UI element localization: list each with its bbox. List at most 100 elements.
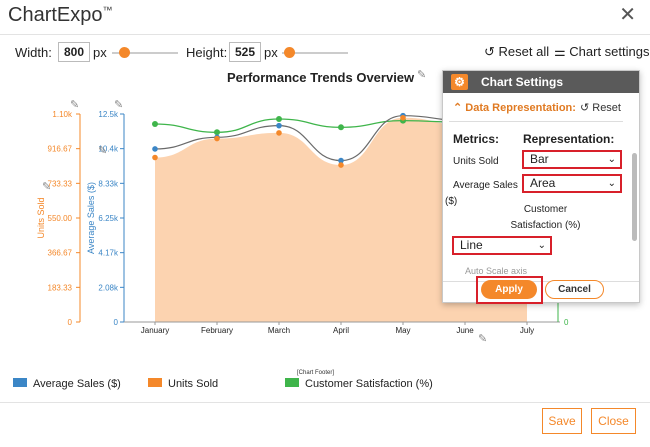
width-input[interactable]: 800: [58, 42, 90, 62]
sliders-icon: ⚌: [554, 44, 566, 59]
width-label: Width:: [15, 45, 52, 60]
chevron-down-icon: ⌄: [537, 240, 546, 251]
sales-axis-pencil-icon[interactable]: ✎: [114, 99, 124, 111]
height-slider-thumb[interactable]: [284, 47, 295, 58]
sales-label-pencil-icon[interactable]: ✎: [98, 145, 108, 157]
close-button[interactable]: Close: [591, 408, 636, 434]
x-axis-tick-label: July: [520, 326, 534, 335]
satisfaction-axis-tick-label: 0: [564, 318, 569, 327]
toolbar: Width: 800 px Height: 525 px ↺ Reset all…: [0, 42, 650, 64]
sales-axis-tick-label: 2.08k: [98, 283, 119, 292]
reset-all-button[interactable]: ↺ Reset all: [484, 44, 549, 60]
close-icon[interactable]: ✕: [619, 4, 636, 26]
sales-axis-tick-label: 0: [114, 318, 119, 327]
x-axis-tick-label: February: [201, 326, 233, 335]
chart-title[interactable]: Performance Trends Overview: [227, 70, 415, 85]
chart-settings-button[interactable]: ⚌ Chart settings: [554, 44, 649, 60]
section-title[interactable]: ⌃ Data Representation:: [453, 102, 576, 114]
chart-footer-label[interactable]: [Chart Footer]: [297, 370, 335, 376]
height-label: Height:: [186, 45, 228, 60]
units-axis-tick-label: 0: [68, 318, 73, 327]
app-title: ChartExpo™: [8, 4, 113, 26]
section-divider: [449, 121, 623, 122]
average-sales-point: [214, 134, 220, 141]
average-sales-point: [400, 112, 406, 119]
average-sales-representation-select[interactable]: Area ⌄: [522, 174, 622, 193]
units-axis-title: Units Sold: [36, 197, 46, 238]
metrics-header: Metrics:: [453, 132, 500, 146]
average-sales-point: [276, 122, 282, 129]
reset-all-label: Reset all: [498, 44, 550, 59]
satisfaction-point: [400, 117, 406, 124]
height-unit: px: [264, 45, 278, 60]
edit-title-pencil-icon[interactable]: ✎: [417, 69, 427, 81]
faded-row: Auto Scale axis: [465, 266, 528, 276]
sales-axis-title: Average Sales ($): [86, 182, 96, 254]
chart-settings-label: Chart settings: [569, 44, 650, 59]
legend-customer-satisfaction[interactable]: Customer Satisfaction (%): [285, 378, 433, 390]
x-axis-tick-label: May: [395, 326, 410, 335]
footer-divider: [0, 402, 650, 403]
save-button[interactable]: Save: [542, 408, 582, 434]
representation-header: Representation:: [523, 132, 615, 146]
units-axis-pencil-icon[interactable]: ✎: [70, 99, 80, 111]
units-sold-point: [152, 154, 158, 161]
width-slider-thumb[interactable]: [119, 47, 130, 58]
settings-scrollbar[interactable]: [632, 153, 637, 241]
legend-label: Units Sold: [168, 378, 219, 390]
customer-satisfaction-representation-select[interactable]: Line ⌄: [452, 236, 552, 255]
units-axis-tick-label: 1.10k: [52, 110, 73, 119]
reset-icon: ↺: [484, 44, 495, 59]
legend-units-sold[interactable]: Units Sold: [148, 378, 218, 390]
apply-highlight: [476, 276, 543, 304]
apply-button[interactable]: Apply: [481, 280, 537, 299]
legend-swatch: [148, 378, 162, 387]
units-axis-tick-label: 183.33: [48, 283, 73, 292]
satisfaction-point: [214, 129, 220, 136]
x-axis-tick-label: June: [456, 326, 474, 335]
xaxis-pencil-icon[interactable]: ✎: [478, 333, 488, 345]
metric-average-sales-cont: ($): [445, 196, 458, 207]
height-slider[interactable]: [282, 52, 348, 54]
units-label-pencil-icon[interactable]: ✎: [42, 181, 52, 193]
width-unit: px: [93, 45, 107, 60]
sales-axis-tick-label: 6.25k: [98, 214, 119, 223]
sales-axis-tick-label: 12.5k: [98, 110, 119, 119]
data-representation-section: ⌃ Data Representation: ↺ Reset: [453, 101, 621, 117]
satisfaction-point: [152, 120, 158, 127]
satisfaction-point: [276, 115, 282, 122]
satisfaction-point: [338, 124, 344, 131]
x-axis-tick-label: January: [141, 326, 169, 335]
units-sold-point: [276, 130, 282, 136]
settings-header: ⚙ Chart Settings: [443, 71, 639, 93]
cancel-button[interactable]: Cancel: [545, 280, 604, 299]
units-axis: 0 183.33 366.67 550.00 733.33 916.67 1.10k Unit…: [36, 110, 81, 327]
settings-header-title: Chart Settings: [481, 75, 564, 89]
units-axis-tick-label: 550.00: [48, 214, 73, 223]
legend-label: Average Sales ($): [33, 378, 121, 390]
chart-settings-panel: ⚙ Chart Settings ⌃ Data Representation: …: [442, 70, 640, 304]
average-sales-point: [338, 157, 344, 164]
section-reset-button[interactable]: ↺ Reset: [579, 102, 621, 114]
chevron-down-icon: ⌄: [607, 154, 616, 165]
width-slider[interactable]: [112, 52, 178, 54]
units-sold-point: [214, 135, 220, 142]
legend-label: Customer Satisfaction (%): [305, 378, 433, 390]
chevron-down-icon: ⌄: [607, 178, 616, 189]
units-axis-tick-label: 366.67: [48, 249, 73, 258]
units-axis-tick-label: 916.67: [48, 145, 73, 154]
legend-swatch: [13, 378, 27, 387]
units-sold-point: [400, 114, 406, 121]
metric-units-sold: Units Sold: [453, 156, 499, 167]
metric-customer-satisfaction: Customer Satisfaction (%): [510, 204, 581, 231]
sales-axis-tick-label: 4.17k: [98, 249, 119, 258]
x-axis-tick-label: March: [268, 326, 290, 335]
sales-axis-tick-label: 8.33k: [98, 179, 119, 188]
units-sold-point: [338, 162, 344, 168]
legend-average-sales[interactable]: Average Sales ($): [13, 378, 121, 390]
units-sold-representation-select[interactable]: Bar ⌄: [522, 150, 622, 169]
height-input[interactable]: 525: [229, 42, 261, 62]
average-sales-point: [152, 146, 158, 152]
